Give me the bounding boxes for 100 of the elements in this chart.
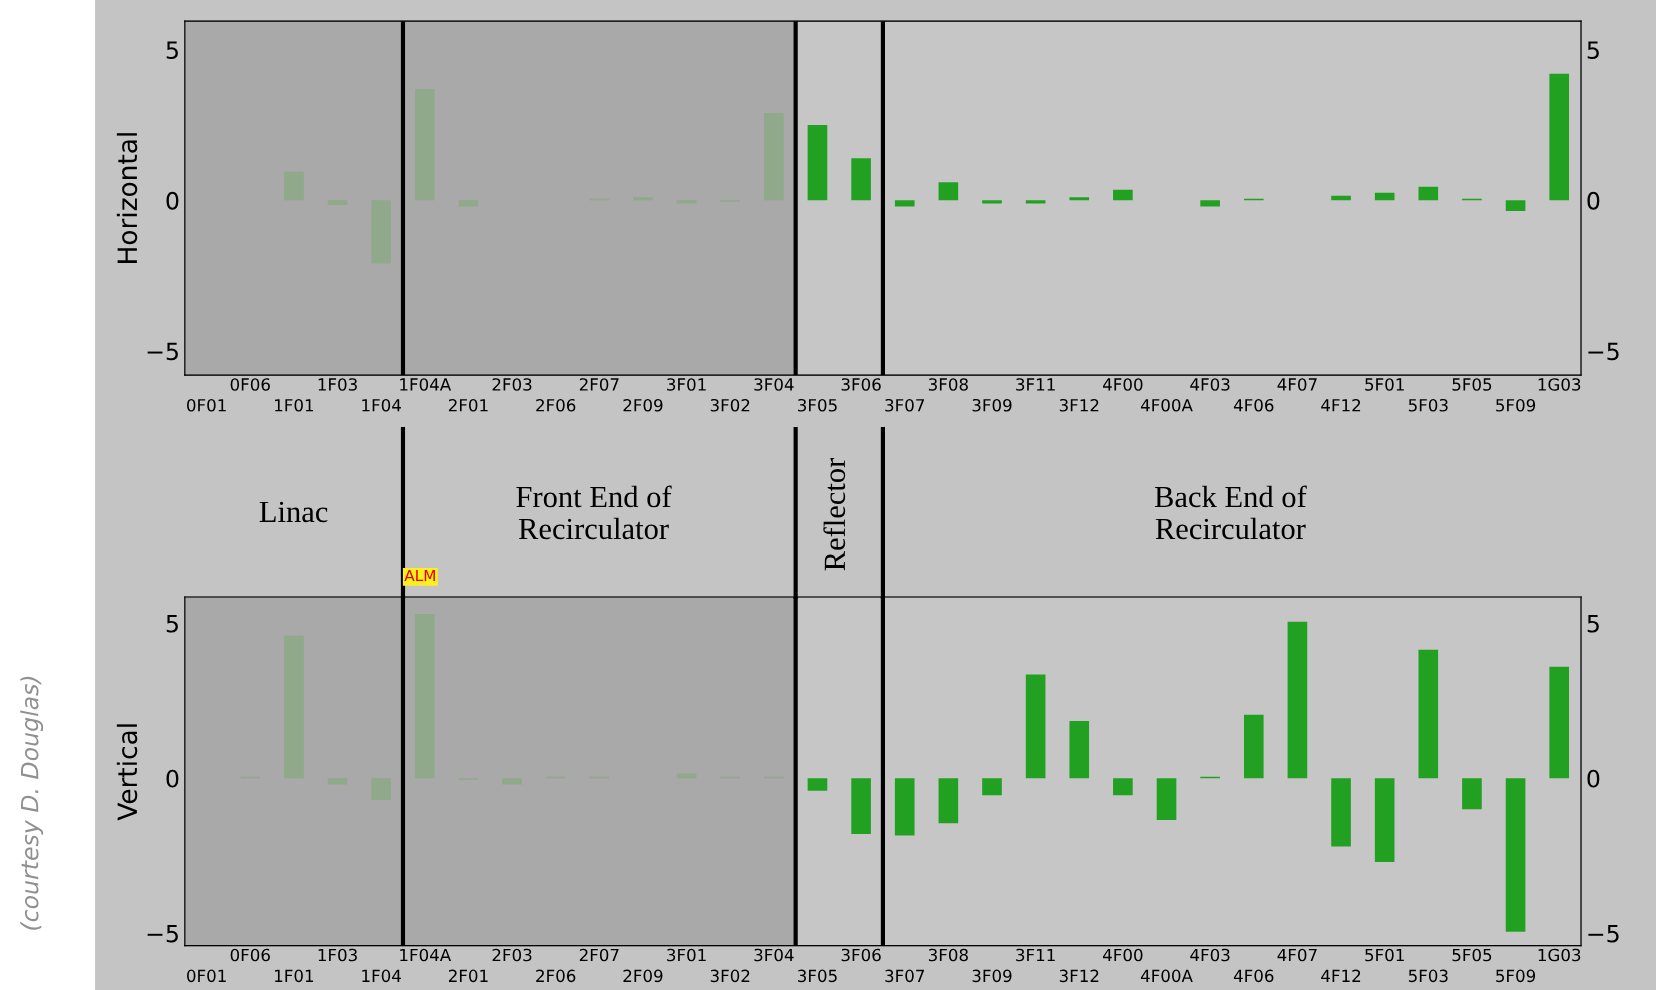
x-tick-label: 2F06 xyxy=(536,969,576,983)
y-axis-title: Vertical xyxy=(116,724,138,821)
bar xyxy=(938,778,959,824)
bar xyxy=(458,200,479,207)
x-tick-label: 2F01 xyxy=(448,969,488,983)
x-tick-label: 3F11 xyxy=(1016,378,1055,391)
x-tick-label: 1G03 xyxy=(1538,378,1581,391)
x-tick-label: 0F06 xyxy=(230,378,270,391)
bar xyxy=(1549,73,1570,201)
x-tick-label: 0F01 xyxy=(187,969,226,983)
x-tick-label: 3F06 xyxy=(841,378,881,391)
x-tick-label: 3F08 xyxy=(928,948,968,962)
bar xyxy=(1331,778,1351,847)
x-tick-label: 3F07 xyxy=(885,398,925,412)
x-tick-label: 1F04 xyxy=(362,969,401,983)
x-tick-label: 4F00 xyxy=(1103,948,1143,962)
bar xyxy=(1025,674,1046,779)
x-tick-label: 4F00 xyxy=(1103,378,1143,391)
x-tick-label: 5F01 xyxy=(1365,948,1404,962)
x-tick-label: 2F03 xyxy=(492,378,532,391)
bar xyxy=(807,125,828,201)
x-tick-label: 5F03 xyxy=(1408,969,1448,983)
x-tick-label: 3F02 xyxy=(710,969,750,983)
x-tick-label: 3F09 xyxy=(972,969,1012,983)
bar xyxy=(938,182,959,201)
y2-tick-label: 5 xyxy=(1587,615,1599,633)
y-tick-label: 5 xyxy=(166,615,178,633)
y2-tick-label: 5 xyxy=(1587,41,1599,60)
x-tick-label: 5F05 xyxy=(1452,378,1492,391)
bar xyxy=(982,778,1002,796)
y-tick-label: 5 xyxy=(166,41,178,60)
x-tick-label: 3F05 xyxy=(798,969,837,983)
x-tick-label: 5F09 xyxy=(1496,398,1536,412)
x-tick-label: 0F06 xyxy=(230,948,270,962)
x-tick-label: 2F07 xyxy=(579,948,619,962)
x-tick-label: 1F04A xyxy=(400,378,452,391)
text: ALM xyxy=(404,569,435,582)
x-tick-label: 5F03 xyxy=(1408,398,1448,412)
bar xyxy=(414,614,435,779)
bar xyxy=(1374,192,1395,201)
y-tick-label: 0 xyxy=(166,191,179,210)
x-tick-label: 4F00A xyxy=(1140,398,1193,412)
x-tick-label: 0F01 xyxy=(187,398,226,412)
x-tick-label: 4F06 xyxy=(1233,398,1274,412)
x-tick-label: 3F04 xyxy=(754,378,794,391)
bar xyxy=(327,778,348,785)
x-tick-label: 2F09 xyxy=(623,969,663,983)
x-tick-label: 3F04 xyxy=(754,948,794,962)
x-tick-label: 3F05 xyxy=(798,398,837,412)
x-tick-label: 4F06 xyxy=(1233,969,1274,983)
bar xyxy=(371,200,391,264)
x-tick-label: 2F06 xyxy=(536,398,576,412)
bar xyxy=(1025,200,1046,204)
bar xyxy=(414,88,435,201)
text: Front End of Recirculator xyxy=(516,485,672,540)
x-tick-label: 1F01 xyxy=(275,398,314,412)
text: (courtesy D. Douglas) xyxy=(20,676,44,930)
y2-tick-label: 0 xyxy=(1587,191,1600,210)
x-tick-label: 2F01 xyxy=(448,398,488,412)
text: Back End of Recirculator xyxy=(1154,485,1307,540)
x-tick-label: 5F09 xyxy=(1496,969,1536,983)
x-tick-label: 4F00A xyxy=(1140,969,1193,983)
bar xyxy=(502,778,522,785)
x-tick-label: 5F05 xyxy=(1452,948,1492,962)
bar xyxy=(982,200,1002,204)
x-tick-label: 2F07 xyxy=(579,378,619,391)
y-axis-title: Horizontal xyxy=(116,133,138,263)
bar xyxy=(1331,195,1351,201)
y-tick-label: −5 xyxy=(147,924,178,943)
bar xyxy=(1462,778,1482,810)
bar xyxy=(1418,649,1439,779)
x-tick-label: 3F08 xyxy=(928,378,968,391)
x-tick-label: 3F01 xyxy=(667,378,706,391)
x-tick-label: 3F09 xyxy=(972,398,1012,412)
x-tick-label: 1G03 xyxy=(1538,948,1581,962)
bar xyxy=(1374,778,1395,862)
bar xyxy=(371,778,391,800)
x-tick-label: 1F03 xyxy=(318,948,357,962)
x-tick-label: 1F04A xyxy=(400,948,452,962)
bar xyxy=(1113,189,1133,201)
x-tick-label: 2F03 xyxy=(492,948,532,962)
bar xyxy=(894,200,915,207)
bar xyxy=(284,171,304,201)
x-tick-label: 3F07 xyxy=(885,969,925,983)
bar xyxy=(1243,714,1264,779)
x-tick-label: 1F03 xyxy=(318,378,357,391)
x-tick-label: 5F01 xyxy=(1365,378,1404,391)
x-tick-label: 3F12 xyxy=(1059,969,1099,983)
y2-tick-label: −5 xyxy=(1588,342,1619,361)
x-tick-label: 3F06 xyxy=(841,948,881,962)
bar xyxy=(327,200,348,205)
bar xyxy=(1505,200,1526,211)
x-tick-label: 3F01 xyxy=(667,948,706,962)
bar xyxy=(1113,778,1133,796)
x-tick-label: 1F01 xyxy=(275,969,314,983)
bar xyxy=(1418,186,1439,201)
bar xyxy=(807,778,828,791)
bar xyxy=(1287,621,1308,779)
bar xyxy=(1549,666,1570,779)
x-tick-label: 4F12 xyxy=(1321,398,1361,412)
